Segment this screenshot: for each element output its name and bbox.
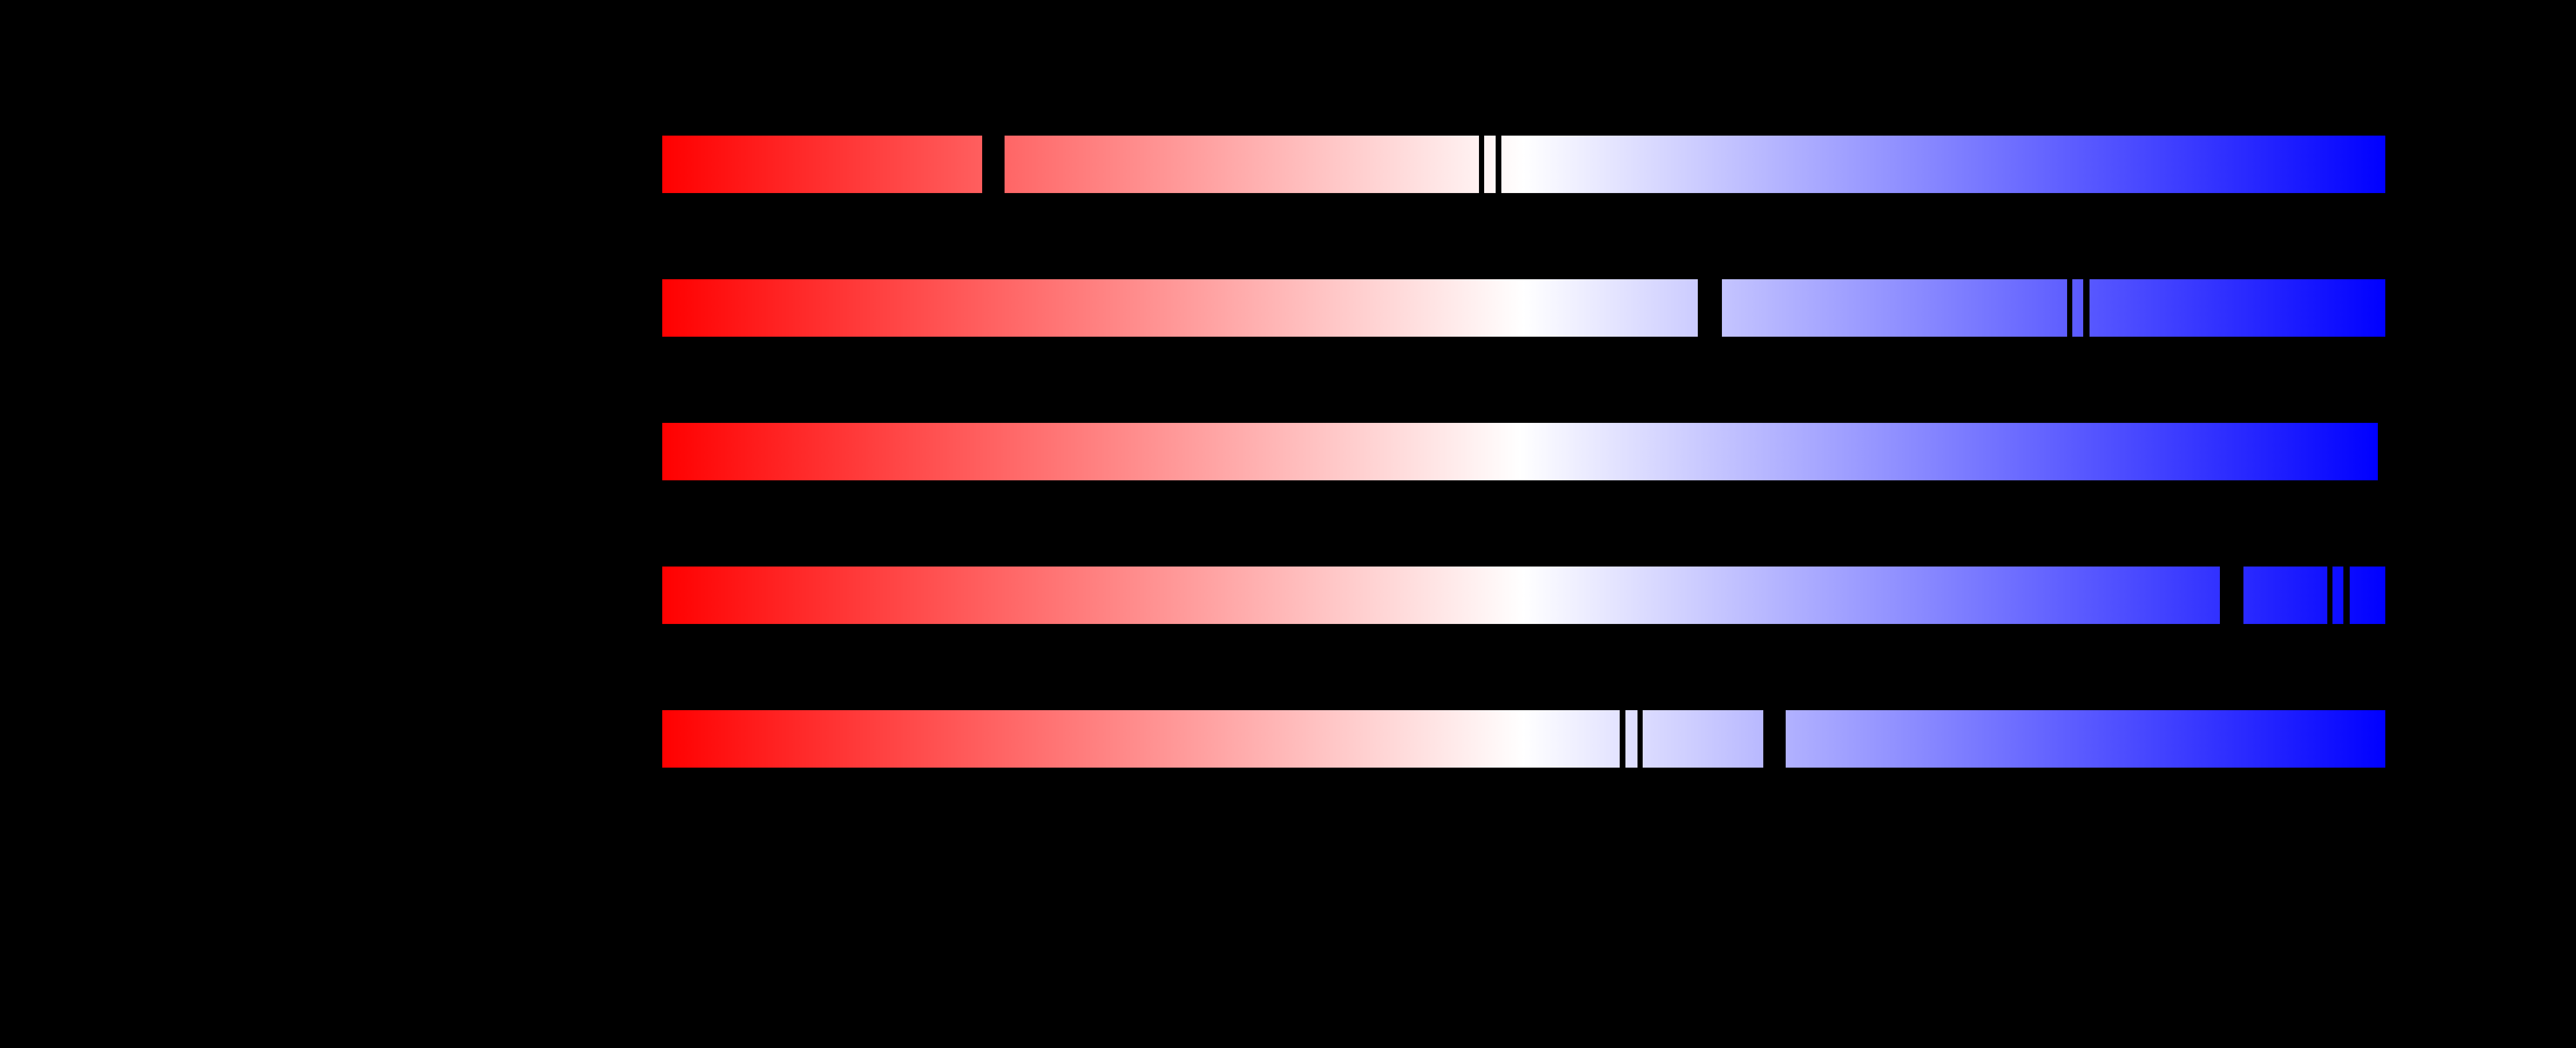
bar-separator [2343,567,2350,624]
gradient-bar-4 [662,567,2385,624]
bar-separator [1496,136,1501,193]
gradient-bar-3 [662,423,2378,480]
bar-separator [1637,710,1643,768]
gradient-bar-2 [662,279,2385,337]
bar-separator [1698,279,1722,337]
bar-separator [2067,279,2072,337]
bar-separator [1620,710,1625,768]
bar-separator [982,136,1005,193]
bar-separator [1763,710,1786,768]
bar-separator [2327,567,2332,624]
gradient-bar-1 [662,136,2385,193]
gradient-bar-5 [662,710,2385,768]
bar-separator [2083,279,2090,337]
bar-separator [2220,567,2243,624]
bar-separator [1479,136,1484,193]
